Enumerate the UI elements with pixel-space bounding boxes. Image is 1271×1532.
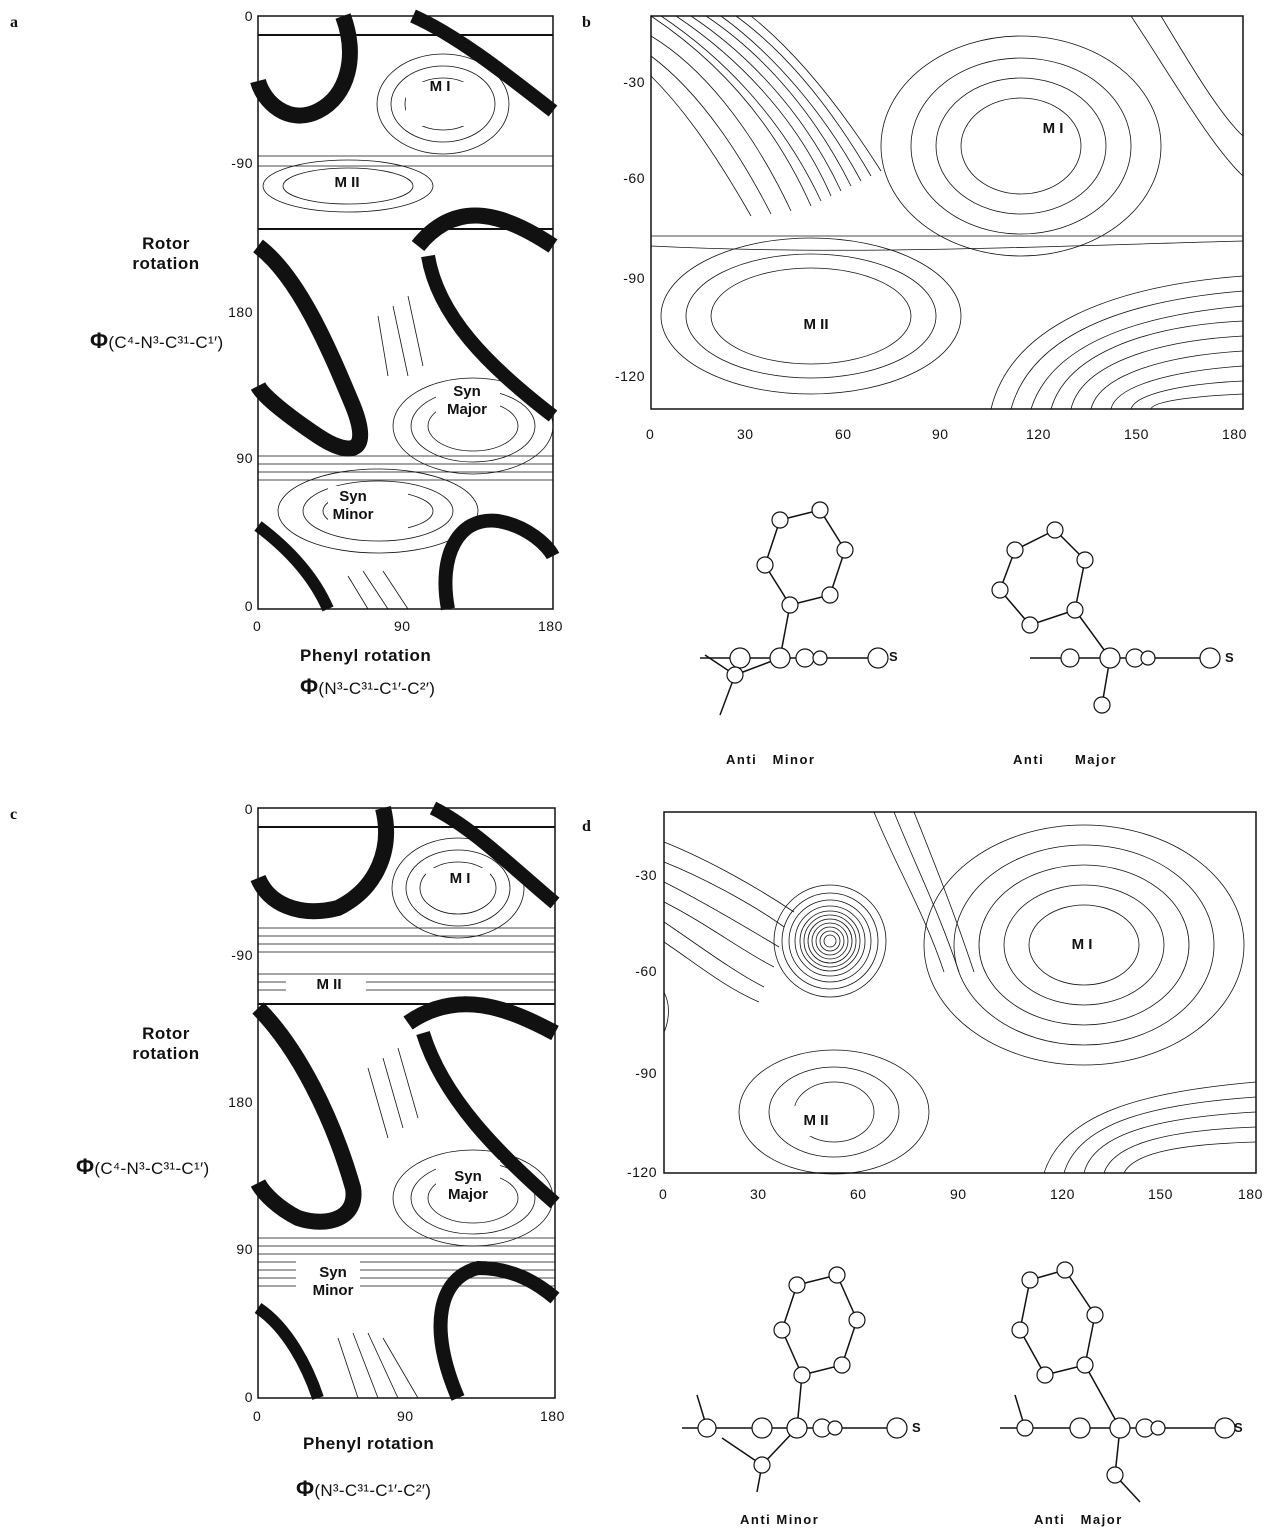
y-tick-c-2: 180 bbox=[228, 1094, 253, 1110]
y-tick-b-2: -90 bbox=[623, 270, 645, 286]
x-tick-b-1: 30 bbox=[737, 426, 754, 442]
region-label-mi-c: M I bbox=[449, 870, 471, 887]
region-label-syn-minor-a: Syn Minor bbox=[332, 488, 374, 523]
molecule-label-anti-minor-b: Anti Minor bbox=[726, 752, 816, 767]
y-tick-c-4: 0 bbox=[244, 1389, 253, 1405]
contour-map-c bbox=[250, 801, 560, 1401]
y-tick-d-3: -120 bbox=[626, 1164, 657, 1180]
sulfur-label-d-2: S bbox=[1234, 1420, 1243, 1435]
phi-symbol: Φ bbox=[300, 674, 319, 699]
x-tick-c-0: 0 bbox=[253, 1408, 262, 1424]
region-label-mii-b: M II bbox=[803, 316, 829, 333]
x-tick-d-6: 180 bbox=[1238, 1186, 1263, 1202]
region-label-mi-a: M I bbox=[429, 78, 451, 95]
y-tick-d-1: -60 bbox=[635, 963, 657, 979]
region-label-syn-major-c: Syn Major bbox=[447, 1168, 488, 1203]
y-tick-c-1: -90 bbox=[231, 947, 253, 963]
region-label-mi-b: M I bbox=[1042, 120, 1064, 137]
x-axis-dihedral-c: Φ(N³-C³¹-C¹′-C²′) bbox=[296, 1476, 431, 1502]
region-label-syn-minor-c: Syn Minor bbox=[312, 1264, 354, 1299]
x-tick-b-0: 0 bbox=[646, 426, 655, 442]
x-tick-a-2: 180 bbox=[538, 618, 563, 634]
contour-map-a bbox=[250, 9, 560, 612]
panel-letter-c: c bbox=[10, 806, 18, 823]
y-tick-b-1: -60 bbox=[623, 170, 645, 186]
molecule-anti-major-d bbox=[1000, 1261, 1236, 1503]
x-tick-a-0: 0 bbox=[253, 618, 262, 634]
contour-map-b bbox=[650, 15, 1244, 410]
molecule-anti-minor-b bbox=[700, 501, 889, 716]
x-axis-label-a: Phenyl rotation bbox=[300, 646, 432, 665]
x-tick-b-6: 180 bbox=[1222, 426, 1247, 442]
y-axis-dihedral-a: Φ(C⁴-N³-C³¹-C¹′) bbox=[90, 328, 223, 354]
y-tick-c-0: 0 bbox=[244, 801, 253, 817]
y-tick-a-0: 0 bbox=[244, 8, 253, 24]
y-tick-a-1: -90 bbox=[231, 155, 253, 171]
y-tick-d-0: -30 bbox=[635, 867, 657, 883]
molecule-anti-major-b bbox=[991, 521, 1221, 714]
x-tick-b-2: 60 bbox=[835, 426, 852, 442]
x-tick-d-5: 150 bbox=[1148, 1186, 1173, 1202]
y-axis-dihedral-text-a: (C⁴-N³-C³¹-C¹′) bbox=[108, 333, 224, 352]
y-tick-b-3: -120 bbox=[614, 368, 645, 384]
molecule-label-anti-minor-d: Anti Minor bbox=[740, 1512, 820, 1527]
region-label-mii-d: M II bbox=[803, 1112, 829, 1129]
x-tick-d-0: 0 bbox=[659, 1186, 668, 1202]
x-tick-b-4: 120 bbox=[1026, 426, 1051, 442]
molecule-label-anti-major-b: Anti Major bbox=[1013, 752, 1118, 767]
molecule-label-anti-major-d: Anti Major bbox=[1034, 1512, 1123, 1527]
panel-letter-d: d bbox=[582, 818, 591, 835]
sulfur-label-b-1: S bbox=[889, 649, 898, 664]
x-tick-d-2: 60 bbox=[850, 1186, 867, 1202]
region-label-mi-d: M I bbox=[1071, 936, 1093, 953]
x-tick-d-3: 90 bbox=[950, 1186, 967, 1202]
y-tick-b-0: -30 bbox=[623, 74, 645, 90]
y-axis-dihedral-text-c: (C⁴-N³-C³¹-C¹′) bbox=[94, 1159, 210, 1178]
x-axis-dihedral-text-c: (N³-C³¹-C¹′-C²′) bbox=[314, 1481, 432, 1500]
x-axis-dihedral-a: Φ(N³-C³¹-C¹′-C²′) bbox=[300, 674, 435, 700]
x-tick-d-4: 120 bbox=[1050, 1186, 1075, 1202]
panel-letter-a: a bbox=[10, 14, 18, 31]
y-axis-label-a: Rotor rotation bbox=[132, 234, 200, 273]
x-tick-b-5: 150 bbox=[1124, 426, 1149, 442]
x-axis-label-c: Phenyl rotation bbox=[303, 1434, 435, 1453]
y-tick-a-2: 180 bbox=[228, 304, 253, 320]
x-tick-b-3: 90 bbox=[932, 426, 949, 442]
phi-symbol: Φ bbox=[90, 328, 109, 353]
contour-map-d bbox=[663, 811, 1257, 1175]
x-tick-d-1: 30 bbox=[750, 1186, 767, 1202]
x-tick-a-1: 90 bbox=[394, 618, 411, 634]
y-tick-c-3: 90 bbox=[236, 1241, 253, 1257]
phi-symbol: Φ bbox=[76, 1154, 95, 1179]
y-tick-a-4: 0 bbox=[244, 598, 253, 614]
y-tick-a-3: 90 bbox=[236, 450, 253, 466]
x-tick-c-2: 180 bbox=[540, 1408, 565, 1424]
x-axis-dihedral-text-a: (N³-C³¹-C¹′-C²′) bbox=[318, 679, 436, 698]
phi-symbol: Φ bbox=[296, 1476, 315, 1501]
region-label-mii-c: M II bbox=[316, 976, 342, 993]
region-label-mii-a: M II bbox=[334, 174, 360, 191]
region-label-syn-major-a: Syn Major bbox=[446, 383, 487, 418]
y-axis-label-c: Rotor rotation bbox=[132, 1024, 200, 1063]
y-axis-dihedral-c: Φ(C⁴-N³-C³¹-C¹′) bbox=[76, 1154, 209, 1180]
sulfur-label-d-1: S bbox=[912, 1420, 921, 1435]
y-tick-d-2: -90 bbox=[635, 1065, 657, 1081]
x-tick-c-1: 90 bbox=[397, 1408, 414, 1424]
molecule-anti-minor-d bbox=[682, 1266, 908, 1493]
sulfur-label-b-2: S bbox=[1225, 650, 1234, 665]
panel-letter-b: b bbox=[582, 14, 591, 31]
